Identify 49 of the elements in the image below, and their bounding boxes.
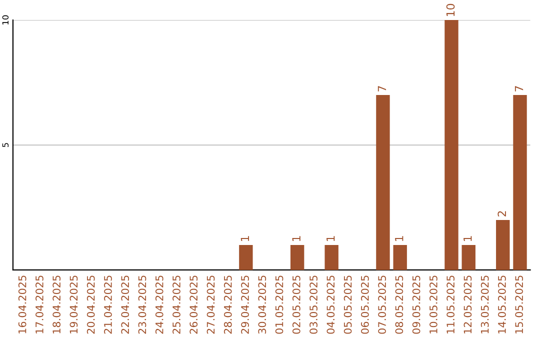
x-tick-label: 20.04.2025 <box>86 276 95 334</box>
bar <box>239 244 253 270</box>
bar <box>376 95 390 270</box>
y-tick-label: 5 <box>2 143 9 148</box>
x-tick-label: 12.05.2025 <box>464 276 472 334</box>
data-label: 10 <box>446 4 455 16</box>
data-label: 1 <box>326 236 335 241</box>
x-tick-label: 10.05.2025 <box>429 276 438 334</box>
x-tick-label: 27.04.2025 <box>206 276 215 334</box>
x-tick-label: 22.04.2025 <box>121 276 130 334</box>
x-tick-label: 05.05.2025 <box>344 276 352 334</box>
data-label: 1 <box>240 236 249 241</box>
x-tick-label: 19.04.2025 <box>70 276 78 334</box>
bar <box>393 244 407 270</box>
bar <box>462 244 476 270</box>
bar <box>444 20 458 270</box>
data-label: 1 <box>395 236 404 241</box>
x-tick-label: 13.05.2025 <box>480 276 489 334</box>
x-tick-label: 06.05.2025 <box>360 276 369 334</box>
x-tick-label: 25.04.2025 <box>172 276 180 334</box>
x-tick-label: 29.04.2025 <box>241 276 249 334</box>
data-label: 7 <box>514 86 524 92</box>
x-tick-label: 15.05.2025 <box>515 276 524 334</box>
x-tick-label: 30.04.2025 <box>258 276 266 334</box>
x-tick-label: 14.05.2025 <box>498 276 506 334</box>
x-tick-label: 07.05.2025 <box>378 276 386 334</box>
x-tick-label: 18.04.2025 <box>52 276 61 334</box>
data-label: 1 <box>464 236 472 241</box>
data-label: 1 <box>292 236 300 241</box>
x-tick-label: 23.04.2025 <box>138 276 146 334</box>
x-tick-label: 26.04.2025 <box>190 276 198 334</box>
x-tick-label: 17.04.2025 <box>36 276 44 334</box>
x-tick-label: 03.05.2025 <box>310 276 318 334</box>
bar <box>290 244 304 270</box>
bar <box>324 244 338 270</box>
bar <box>513 95 527 270</box>
x-tick-label: 04.05.2025 <box>326 276 335 334</box>
data-label: 2 <box>498 211 506 216</box>
x-tick-label: 11.05.2025 <box>446 276 455 334</box>
x-tick-label: 28.04.2025 <box>224 276 232 334</box>
x-tick-label: 08.05.2025 <box>395 276 404 334</box>
bar <box>496 220 510 270</box>
x-tick-label: 01.05.2025 <box>275 276 284 334</box>
x-tick-label: 24.04.2025 <box>155 276 164 334</box>
data-label: 7 <box>378 86 386 92</box>
x-tick-label: 09.05.2025 <box>412 276 420 334</box>
x-tick-label: 16.04.2025 <box>18 276 26 334</box>
x-tick-label: 02.05.2025 <box>292 276 300 334</box>
x-tick-label: 21.04.2025 <box>104 276 112 334</box>
